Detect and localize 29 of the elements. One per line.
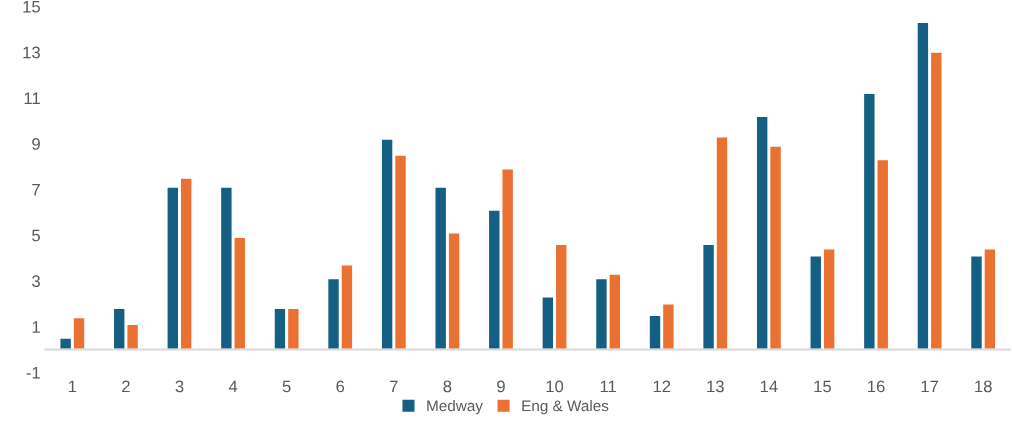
y-tick-label: 11 bbox=[24, 92, 40, 104]
x-tick-label: 2 bbox=[122, 380, 130, 393]
x-tick-label: 17 bbox=[921, 380, 939, 393]
x-tick-label: 12 bbox=[653, 380, 671, 393]
x-tick-label: 9 bbox=[497, 380, 505, 393]
y-tick-label: 13 bbox=[23, 46, 40, 59]
legend-label: Medway bbox=[427, 400, 483, 415]
y-tick-label: 9 bbox=[32, 138, 40, 150]
y-tick-label: 1 bbox=[32, 321, 40, 333]
y-tick-label: 15 bbox=[23, 0, 40, 13]
x-tick-label: 16 bbox=[868, 380, 885, 393]
y-tick-label: 3 bbox=[32, 275, 40, 288]
y-tick-label: 5 bbox=[32, 229, 40, 242]
x-tick-label: 7 bbox=[390, 380, 398, 393]
x-tick-label: 18 bbox=[975, 380, 992, 393]
x-tick-label: 15 bbox=[814, 380, 832, 393]
x-tick-label: 4 bbox=[228, 380, 238, 393]
x-tick-label: 14 bbox=[760, 380, 778, 393]
x-tick-label: 8 bbox=[443, 380, 452, 393]
x-tick-label: 3 bbox=[175, 380, 184, 393]
x-tick-label: 11 bbox=[600, 380, 616, 393]
y-tick-label: 7 bbox=[32, 183, 40, 196]
y-tick-label: -1 bbox=[26, 366, 40, 379]
x-tick-label: 13 bbox=[707, 380, 724, 393]
legend-label: Eng & Wales bbox=[522, 400, 609, 415]
x-tick-label: 10 bbox=[546, 380, 564, 393]
x-tick-label: 6 bbox=[336, 380, 345, 393]
x-tick-label: 1 bbox=[68, 380, 77, 393]
x-tick-label: 5 bbox=[282, 380, 291, 393]
